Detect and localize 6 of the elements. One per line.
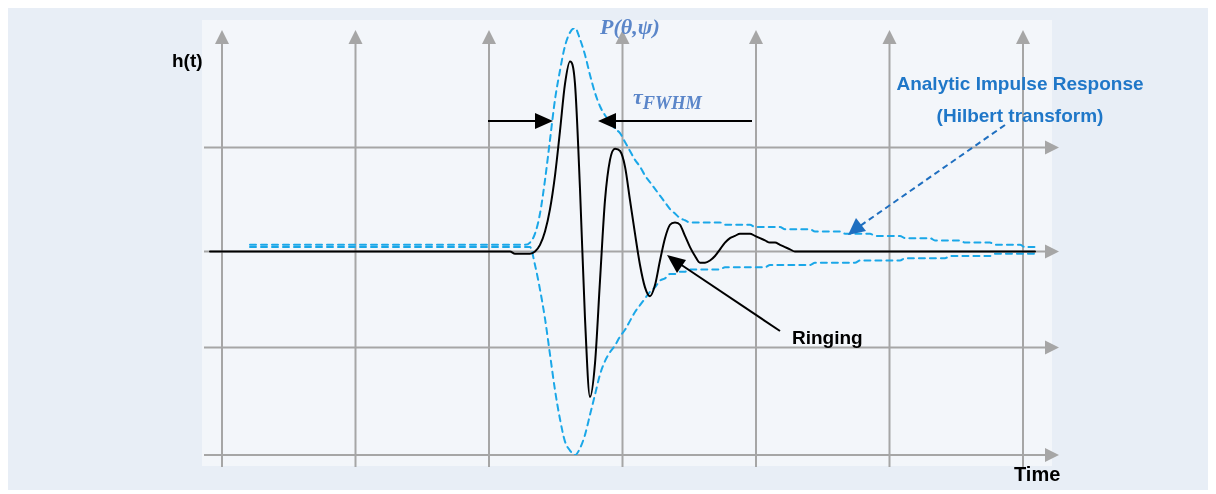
y-axis-title: h(t) — [172, 50, 203, 72]
x-axis-title: Time — [1014, 463, 1061, 486]
annotation: Analytic Impulse Response (Hilbert transform) — [895, 72, 1145, 128]
annotation: Ringing — [792, 327, 863, 349]
annotation: τ$_{FWHM}$ — [633, 84, 702, 115]
annotation: P(θ,ψ) — [600, 14, 660, 40]
